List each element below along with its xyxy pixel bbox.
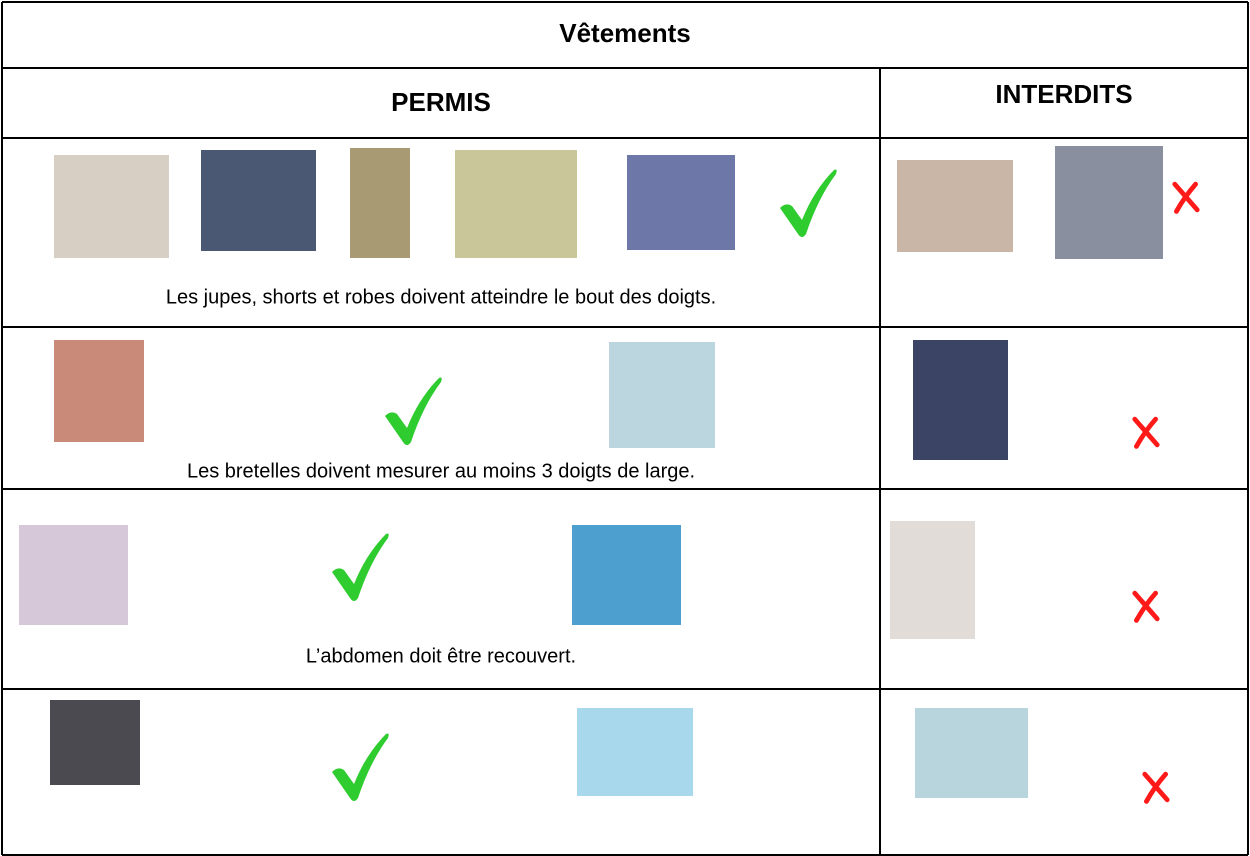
cross [1145, 774, 1167, 801]
photo [54, 155, 169, 258]
checkmark [332, 733, 389, 801]
photo [572, 525, 681, 625]
photo [915, 708, 1028, 798]
photo [890, 521, 975, 639]
photos [19, 146, 1163, 798]
photo [609, 342, 715, 448]
photo [897, 160, 1013, 252]
photo [50, 700, 140, 785]
photo [1055, 146, 1163, 259]
photo [577, 708, 693, 796]
caption: L’abdomen doit être recouvert. [306, 645, 576, 667]
column-header: INTERDITS [995, 79, 1132, 109]
photo [627, 155, 735, 250]
photo [455, 150, 577, 258]
checkmark [385, 377, 442, 445]
checkmark [780, 169, 837, 237]
checkmark [332, 533, 389, 601]
photo [913, 340, 1008, 460]
title: Vêtements [559, 18, 691, 48]
photo [19, 525, 128, 625]
cross [1135, 419, 1157, 446]
cross [1175, 184, 1197, 211]
caption: Les bretelles doivent mesurer au moins 3… [187, 460, 695, 482]
icons [332, 169, 1197, 802]
photo [54, 340, 144, 442]
photo [201, 150, 316, 251]
cross [1135, 593, 1157, 620]
photo [350, 148, 410, 258]
caption: Les jupes, shorts et robes doivent attei… [166, 286, 716, 308]
column-header: PERMIS [391, 87, 491, 117]
